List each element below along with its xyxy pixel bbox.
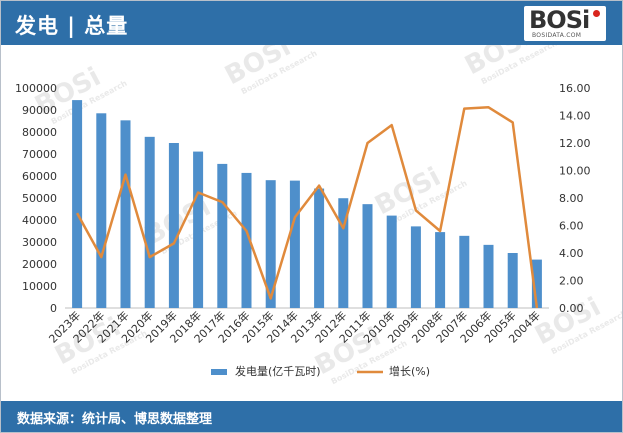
bar: [483, 244, 494, 308]
y-left-tick-label: 70000: [22, 148, 57, 161]
bar: [386, 215, 397, 308]
y-right-tick-label: 0.00: [559, 302, 584, 315]
logo-text: BOSi: [529, 6, 590, 34]
logo-subtext: BOSIDATA.COM: [532, 32, 582, 39]
y-right-tick-label: 6.00: [559, 220, 584, 233]
logo-dot-icon: [593, 10, 600, 17]
bar: [168, 143, 179, 308]
bar: [507, 253, 518, 308]
bar: [96, 113, 107, 308]
page-title: 发电 | 总量: [15, 14, 129, 38]
bar: [410, 226, 421, 308]
y-left-tick-label: 60000: [22, 170, 57, 183]
y-right-tick-label: 10.00: [559, 165, 591, 178]
bar: [265, 180, 276, 308]
y-left-tick-label: 100000: [15, 82, 57, 95]
bar: [531, 259, 542, 308]
footer-bar: 数据来源：统计局、博思数据整理: [1, 401, 622, 432]
source-note: 数据来源：统计局、博思数据整理: [17, 412, 213, 427]
y-left-tick-label: 40000: [22, 214, 57, 227]
y-right-tick-label: 12.00: [559, 137, 591, 150]
header-bar: 发电 | 总量 BOSi BOSIDATA.COM: [1, 1, 622, 45]
growth-line: [76, 106, 539, 309]
bar: [120, 120, 131, 308]
legend-line-label: 增长(%): [389, 364, 430, 378]
bar: [459, 235, 470, 308]
y-left-tick-label: 80000: [22, 126, 57, 139]
y-left-tick-label: 10000: [22, 280, 57, 293]
legend-bar-swatch: [211, 369, 227, 375]
y-left-tick-label: 90000: [22, 104, 57, 117]
y-left-tick-label: 30000: [22, 236, 57, 249]
bar: [72, 100, 83, 308]
y-right-tick-label: 4.00: [559, 247, 584, 260]
bar: [144, 136, 155, 308]
bar: [241, 172, 252, 308]
y-right-tick-label: 8.00: [559, 192, 584, 205]
bar: [435, 232, 446, 308]
y-right-tick-label: 14.00: [559, 110, 591, 123]
y-left-tick-label: 50000: [22, 192, 57, 205]
bar: [217, 163, 228, 308]
bar: [314, 188, 325, 308]
y-left-tick-label: 0: [50, 302, 57, 315]
y-left-tick-label: 20000: [22, 258, 57, 271]
y-right-tick-label: 16.00: [559, 82, 591, 95]
legend-bar-label: 发电量(亿千瓦时): [235, 364, 321, 378]
bar: [362, 204, 373, 308]
bar: [193, 151, 204, 308]
y-right-tick-label: 2.00: [559, 275, 584, 288]
bosi-logo: BOSi BOSIDATA.COM: [524, 6, 606, 41]
bar: [338, 198, 349, 308]
bar: [289, 180, 300, 308]
